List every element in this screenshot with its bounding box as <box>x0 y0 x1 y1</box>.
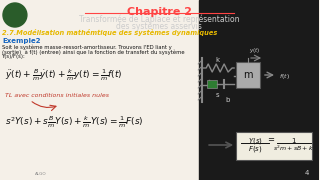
Text: $\ddot{y}(t)+\frac{B}{m}\dot{y}(t)+\frac{k}{m}y(t)=\frac{1}{m}f(t)$: $\ddot{y}(t)+\frac{B}{m}\dot{y}(t)+\frac… <box>5 68 123 83</box>
Text: m: m <box>243 70 253 80</box>
Text: Soit le système masse-ressort-amortisseur. Trouvons l'ED liant y: Soit le système masse-ressort-amortisseu… <box>2 44 172 50</box>
Text: ALGO: ALGO <box>35 172 46 176</box>
Bar <box>207 80 217 88</box>
Text: b: b <box>225 97 229 103</box>
Text: $s^2Y(s)+s\frac{B}{m}Y(s)+\frac{k}{m}Y(s)=\frac{1}{m}F(s)$: $s^2Y(s)+s\frac{B}{m}Y(s)+\frac{k}{m}Y(s… <box>5 115 144 130</box>
Text: 2.7.Modélisation mathémtique des systèmes dynamiques: 2.7.Modélisation mathémtique des système… <box>2 29 217 36</box>
Bar <box>236 62 260 88</box>
Text: Transformée de Laplace et représentation: Transformée de Laplace et représentation <box>79 14 240 24</box>
Text: des systèmes asservis: des systèmes asservis <box>116 21 202 30</box>
Text: s: s <box>215 92 219 98</box>
Text: Exemple2: Exemple2 <box>2 38 41 44</box>
Text: (sortie)  à f(t) (entree) ainsi que la fonction de transfert du sysytème: (sortie) à f(t) (entree) ainsi que la fo… <box>2 49 185 55</box>
Text: Y(s)/F(s):: Y(s)/F(s): <box>2 54 26 59</box>
Text: $f(t)$: $f(t)$ <box>279 71 290 80</box>
Text: $y(t)$: $y(t)$ <box>249 46 261 55</box>
Text: $F(s)$: $F(s)$ <box>248 144 262 154</box>
Text: 4: 4 <box>304 170 309 176</box>
Bar <box>236 132 312 160</box>
Bar <box>199 0 319 180</box>
Text: TL avec conditions initiales nules: TL avec conditions initiales nules <box>5 93 109 98</box>
Text: $Y(s)$: $Y(s)$ <box>248 136 262 146</box>
Text: $1$: $1$ <box>291 136 297 145</box>
Text: k: k <box>215 57 219 63</box>
Text: Chapitre 2: Chapitre 2 <box>127 7 192 17</box>
Text: $s^2m+sB+k$: $s^2m+sB+k$ <box>273 144 315 153</box>
Text: $=$: $=$ <box>266 134 276 143</box>
Circle shape <box>3 3 27 27</box>
